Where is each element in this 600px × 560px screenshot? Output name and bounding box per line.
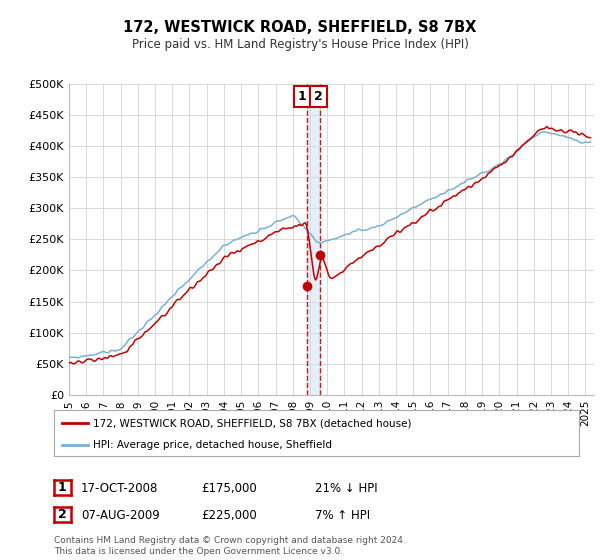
- Text: HPI: Average price, detached house, Sheffield: HPI: Average price, detached house, Shef…: [94, 440, 332, 450]
- Text: 172, WESTWICK ROAD, SHEFFIELD, S8 7BX (detached house): 172, WESTWICK ROAD, SHEFFIELD, S8 7BX (d…: [94, 418, 412, 428]
- Text: 07-AUG-2009: 07-AUG-2009: [81, 508, 160, 522]
- Text: Contains HM Land Registry data © Crown copyright and database right 2024.
This d: Contains HM Land Registry data © Crown c…: [54, 536, 406, 556]
- Text: Price paid vs. HM Land Registry's House Price Index (HPI): Price paid vs. HM Land Registry's House …: [131, 38, 469, 51]
- Text: £225,000: £225,000: [201, 508, 257, 522]
- Text: 2: 2: [58, 508, 67, 521]
- Text: 1: 1: [298, 90, 307, 103]
- Text: 7% ↑ HPI: 7% ↑ HPI: [315, 508, 370, 522]
- Text: 21% ↓ HPI: 21% ↓ HPI: [315, 482, 377, 495]
- Text: 1: 1: [58, 481, 67, 494]
- Bar: [307, 84, 320, 395]
- Text: 2: 2: [314, 90, 323, 103]
- Text: 17-OCT-2008: 17-OCT-2008: [81, 482, 158, 495]
- Text: £175,000: £175,000: [201, 482, 257, 495]
- Text: 172, WESTWICK ROAD, SHEFFIELD, S8 7BX: 172, WESTWICK ROAD, SHEFFIELD, S8 7BX: [124, 20, 476, 35]
